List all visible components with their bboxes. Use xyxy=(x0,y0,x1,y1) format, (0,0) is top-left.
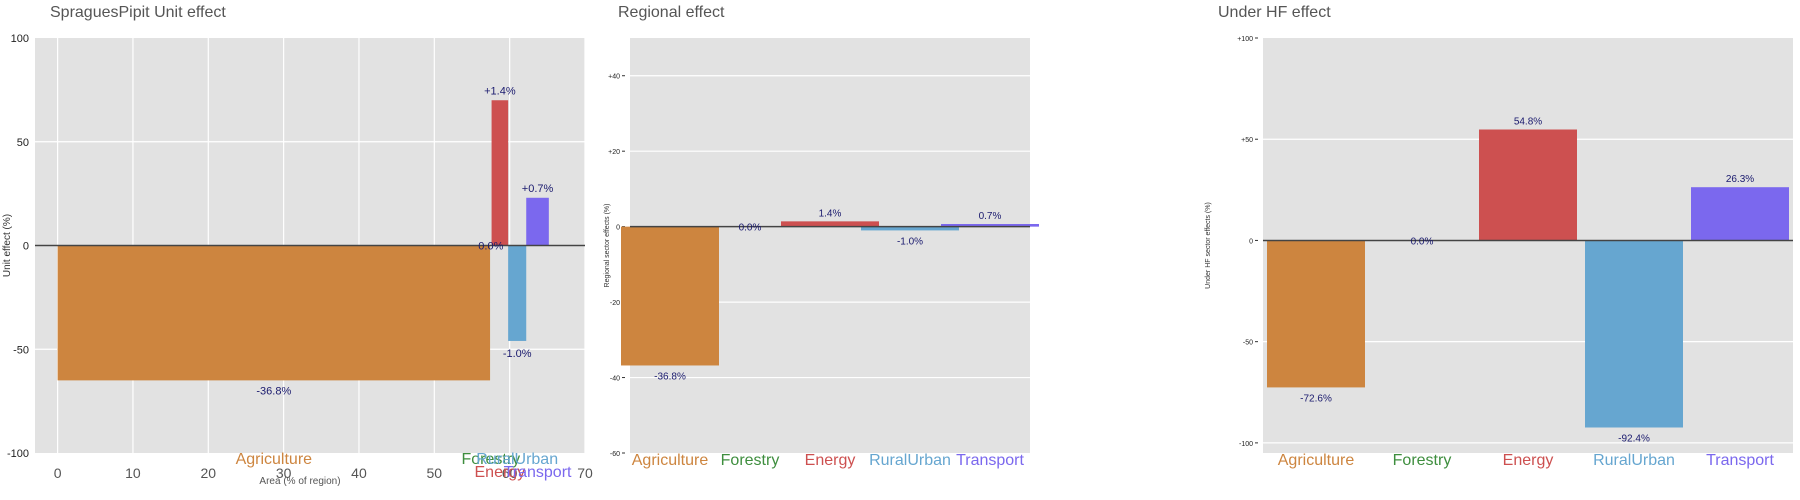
category-label: Forestry xyxy=(461,451,520,468)
category-label: Transport xyxy=(956,452,1024,469)
y-tick-label: -20 xyxy=(610,300,620,307)
bar-agriculture xyxy=(1267,240,1365,388)
data-label: 0.0% xyxy=(478,241,503,253)
data-label: 0.0% xyxy=(1411,236,1434,247)
y-tick-label: +20 xyxy=(608,149,620,156)
bar-agriculture xyxy=(57,245,491,381)
y-tick-label: 100 xyxy=(11,33,29,45)
category-label: Forestry xyxy=(721,452,780,469)
x-tick-label: 60 xyxy=(502,465,518,481)
x-tick-label: 50 xyxy=(427,465,443,481)
x-tick-label: 70 xyxy=(577,465,593,481)
y-tick-label: -100 xyxy=(7,448,29,460)
data-label: 1.4% xyxy=(819,208,842,219)
unit-effect-chart: -100 -50 0 50 100 0 10 20 30 40 50 60 70 -36.8% 0.0% +1… xyxy=(2,33,593,487)
bar-energy xyxy=(491,100,509,246)
y-axis-title: Unit effect (%) xyxy=(2,214,13,277)
y-tick-label: 0 xyxy=(616,225,620,232)
y-axis-title: Regional sector effects (%) xyxy=(604,204,611,288)
category-label: Transport xyxy=(1706,452,1774,469)
bar-transport xyxy=(941,223,1039,227)
y-tick-label: -50 xyxy=(1243,340,1253,347)
regional-effect-panel: Regional effect -60 -40 -20 0 +20 +40 -36.8% Ag… xyxy=(600,0,1200,500)
data-label: -36.8% xyxy=(256,385,291,397)
y-tick-label: 0 xyxy=(1249,238,1253,245)
bar-ruralurban xyxy=(1585,240,1683,428)
data-label: -72.6% xyxy=(1300,393,1332,404)
category-label: Energy xyxy=(475,464,526,481)
y-tick-label: -100 xyxy=(1239,441,1253,448)
category-label: Energy xyxy=(1503,452,1554,469)
y-tick-label: -50 xyxy=(13,344,29,356)
category-label: RuralUrban xyxy=(476,451,558,468)
data-label: -92.4% xyxy=(1618,433,1650,444)
y-tick-label: -40 xyxy=(610,376,620,383)
bar-energy xyxy=(1479,129,1577,241)
data-label: 26.3% xyxy=(1726,174,1754,185)
y-tick-label: +40 xyxy=(608,74,620,81)
under-hf-effect-chart: -100 -50 0 +50 +100 -72.6% Agriculture 0.0% Fore… xyxy=(1205,36,1793,469)
x-tick-label: 10 xyxy=(125,465,141,481)
category-label: RuralUrban xyxy=(869,452,951,469)
y-tick-label: 0 xyxy=(23,241,29,253)
y-tick-label: +100 xyxy=(1237,36,1253,43)
data-label: -36.8% xyxy=(654,371,686,382)
unit-effect-panel: SpraguesPipit Unit effect -100 -50 0 50 100 0… xyxy=(0,0,600,500)
data-label: -1.0% xyxy=(503,348,532,360)
bar-energy xyxy=(781,221,879,227)
regional-effect-chart: -60 -40 -20 0 +20 +40 -36.8% Agriculture 0.0% For… xyxy=(604,38,1039,469)
data-label: +1.4% xyxy=(484,85,516,97)
x-tick-label: 40 xyxy=(351,465,367,481)
data-label: 0.7% xyxy=(979,211,1002,222)
x-axis-title: Area (% of region) xyxy=(259,476,340,487)
data-label: +0.7% xyxy=(522,183,554,195)
category-label: Agriculture xyxy=(1278,452,1355,469)
bar-agriculture xyxy=(621,226,719,366)
x-tick-label: 0 xyxy=(54,465,62,481)
bar-ruralurban xyxy=(861,226,959,231)
unit-effect-title: SpraguesPipit Unit effect xyxy=(50,4,226,21)
under-hf-effect-panel: Under HF effect -100 -50 0 +50 +100 -72.6% Agr… xyxy=(1200,0,1800,500)
x-tick-label: 30 xyxy=(276,465,292,481)
data-label: 0.0% xyxy=(739,223,762,234)
data-label: -1.0% xyxy=(897,236,923,247)
y-tick-label: +50 xyxy=(1241,137,1253,144)
y-tick-label: 50 xyxy=(17,137,29,149)
category-label: Energy xyxy=(805,452,856,469)
bar-transport xyxy=(1691,187,1789,241)
regional-effect-title: Regional effect xyxy=(618,4,725,21)
y-tick-label: -60 xyxy=(610,451,620,458)
under-hf-effect-title: Under HF effect xyxy=(1218,4,1331,21)
y-axis-title: Under HF sector effects (%) xyxy=(1205,202,1212,289)
category-label: Forestry xyxy=(1393,452,1452,469)
bar-ruralurban xyxy=(508,245,527,341)
category-label: Agriculture xyxy=(632,452,709,469)
x-tick-label: 20 xyxy=(200,465,216,481)
category-label: RuralUrban xyxy=(1593,452,1675,469)
category-label: Transport xyxy=(504,464,572,481)
bar-transport xyxy=(526,197,549,246)
data-label: 54.8% xyxy=(1514,117,1542,128)
category-label: Agriculture xyxy=(236,451,313,468)
